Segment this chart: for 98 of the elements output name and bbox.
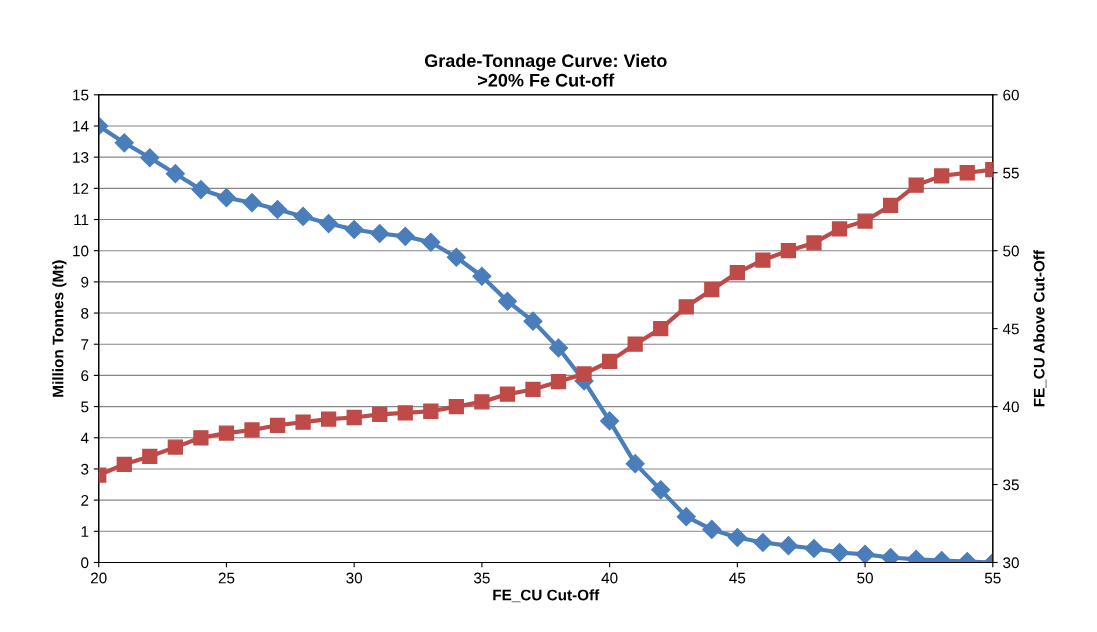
point [653, 321, 669, 337]
point [167, 439, 184, 455]
y2-tick-label: 55 [1003, 167, 1019, 179]
point [218, 425, 235, 441]
point [576, 366, 592, 382]
y-tick-label: 0 [81, 557, 89, 569]
point [729, 264, 745, 281]
x-tick-label: 45 [729, 572, 746, 584]
point [268, 200, 288, 220]
point [191, 180, 211, 200]
y-tick-label: 8 [81, 307, 89, 319]
x-tick-label: 55 [984, 572, 1001, 584]
point [165, 164, 185, 184]
point [423, 403, 439, 419]
point [702, 519, 722, 539]
point [295, 414, 311, 430]
point [140, 148, 160, 168]
point [474, 394, 490, 410]
y-tick-label: 4 [80, 432, 89, 444]
point [497, 291, 517, 311]
point [269, 417, 286, 433]
y-axis-title: Million Tonnes (Mt) [52, 260, 67, 397]
y2-tick-label: 35 [1003, 479, 1019, 491]
y2-axis-title: FE_CU Above Cut-Off [1033, 249, 1047, 407]
point [625, 454, 645, 474]
point [780, 243, 797, 259]
point [829, 542, 850, 563]
point [959, 165, 975, 181]
x-tick-label: 50 [857, 572, 873, 584]
y-tick-label: 11 [74, 214, 89, 226]
x-axis-title: FE_CU Cut-Off [493, 589, 600, 603]
y2-tick-label: 30 [1003, 557, 1019, 569]
point [855, 544, 875, 563]
y2-tick-label: 60 [1003, 89, 1019, 101]
point [421, 232, 441, 252]
y-tick-label: 3 [81, 463, 89, 475]
point [346, 409, 362, 426]
point [370, 224, 390, 244]
point [678, 299, 694, 315]
point [116, 456, 132, 472]
y2-tick-label: 45 [1002, 323, 1019, 335]
chart-title: Grade-Tonnage Curve: Vieto >20% Fe Cut-off [424, 53, 667, 87]
point [293, 206, 313, 226]
y-tick-label: 2 [81, 494, 89, 506]
x-tick-label: 35 [473, 572, 490, 584]
point [651, 480, 671, 500]
x-tick-label: 30 [346, 572, 363, 584]
point [548, 338, 569, 358]
point [472, 266, 492, 286]
y-tick-label: 12 [73, 183, 89, 194]
point [193, 430, 209, 446]
point [806, 235, 822, 251]
point [601, 353, 618, 370]
y2-tick-label: 40 [1002, 401, 1019, 413]
point [114, 133, 134, 153]
point [397, 405, 413, 421]
point [857, 213, 873, 229]
point [882, 197, 899, 214]
point [525, 381, 541, 398]
point [242, 193, 262, 213]
point [523, 311, 543, 331]
point [372, 406, 388, 423]
point [142, 448, 158, 465]
point [448, 398, 464, 415]
point [627, 336, 643, 352]
y2-tick-label: 50 [1003, 245, 1019, 257]
point [934, 168, 950, 184]
y-tick-label: 14 [73, 121, 89, 132]
x-tick-label: 40 [601, 572, 618, 584]
point [344, 219, 364, 240]
y-tick-label: 10 [73, 245, 89, 257]
x-tick-label: 25 [218, 572, 235, 584]
point [908, 177, 924, 193]
point [676, 507, 696, 527]
point [755, 252, 771, 268]
point [320, 411, 337, 427]
y-tick-label: 5 [81, 401, 89, 413]
x-tick-label: 20 [91, 572, 107, 584]
point [550, 374, 567, 390]
point [244, 422, 260, 438]
point [319, 214, 339, 234]
point [395, 226, 415, 246]
point [499, 386, 516, 402]
point [831, 221, 848, 237]
point [778, 536, 798, 556]
point [727, 528, 747, 548]
y-tick-label: 15 [73, 89, 89, 101]
y-tick-label: 13 [73, 152, 89, 163]
y-tick-label: 6 [81, 370, 89, 382]
point [753, 532, 773, 553]
point [216, 188, 236, 208]
y-tick-label: 9 [81, 276, 89, 288]
point [804, 538, 824, 558]
point [600, 411, 620, 431]
y-tick-label: 1 [81, 526, 89, 537]
point [704, 282, 720, 298]
point [446, 247, 466, 267]
y-tick-label: 7 [81, 339, 89, 350]
